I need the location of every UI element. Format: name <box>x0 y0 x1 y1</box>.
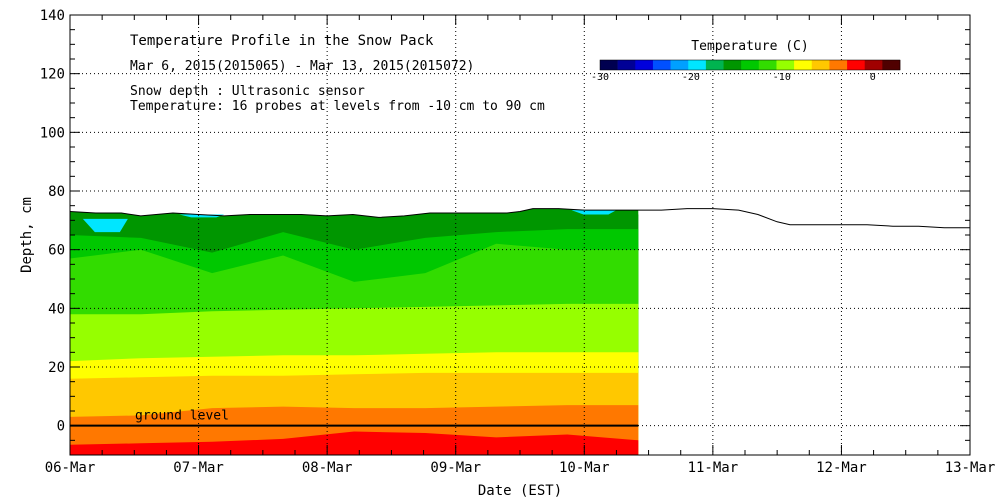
colorbar: -30 -20 -10 0 <box>591 59 901 83</box>
cold-patch-1 <box>82 218 128 233</box>
colorbar-swatch-4 <box>670 60 689 70</box>
note-snow-depth: Snow depth : Ultrasonic sensor <box>130 84 365 99</box>
colorbar-tick-0: 0 <box>870 72 876 83</box>
x-tick-label-09-Mar: 09-Mar <box>430 460 481 476</box>
colorbar-swatch-2 <box>635 60 654 70</box>
colorbar-swatch-0 <box>600 60 618 70</box>
y-tick-label-140: 140 <box>40 8 65 24</box>
y-tick-label-20: 20 <box>48 360 65 376</box>
snow-depth-line <box>69 208 970 229</box>
colorbar-swatch-13 <box>829 60 848 70</box>
grid-lines <box>70 15 970 455</box>
y-axis-label: Depth, cm <box>19 197 35 273</box>
y-tick-label-40: 40 <box>48 301 65 317</box>
ground-level-label: ground level <box>135 409 229 424</box>
ground-level: ground level <box>70 409 639 427</box>
colorbar-swatch-1 <box>617 60 636 70</box>
y-tick-label-80: 80 <box>48 184 65 200</box>
x-tick-label-10-Mar: 10-Mar <box>559 460 610 476</box>
colorbar-title: Temperature (C) <box>691 39 808 54</box>
colorbar-swatch-9 <box>758 60 777 70</box>
x-tick-label-06-Mar: 06-Mar <box>45 460 96 476</box>
y-tick-label-60: 60 <box>48 243 65 259</box>
colorbar-swatch-16 <box>882 60 901 70</box>
y-tick-label-0: 0 <box>57 419 65 435</box>
snow-depth-series <box>69 208 970 229</box>
band-red <box>70 431 639 455</box>
colorbar-swatch-6 <box>705 60 724 70</box>
temperature-field <box>70 208 639 455</box>
colorbar-swatch-5 <box>688 60 707 70</box>
colorbar-frame <box>599 59 901 71</box>
y-tick-label-120: 120 <box>40 67 65 83</box>
x-axis-label: Date (EST) <box>478 483 562 499</box>
colorbar-swatch-11 <box>794 60 813 70</box>
chart-title: Temperature Profile in the Snow Pack <box>130 33 434 49</box>
colorbar-swatch-12 <box>811 60 830 70</box>
cold-patch-3 <box>571 210 617 215</box>
x-tick-label-12-Mar: 12-Mar <box>816 460 867 476</box>
note-temperature-probes: Temperature: 16 probes at levels from -1… <box>130 99 545 114</box>
tick-labels: 06-Mar 07-Mar 08-Mar 09-Mar 10-Mar 11-Mar 12-M… <box>40 8 996 476</box>
colorbar-tick--30: -30 <box>591 72 609 83</box>
colorbar-swatch-14 <box>847 60 866 70</box>
y-tick-label-100: 100 <box>40 125 65 141</box>
x-tick-label-08-Mar: 08-Mar <box>302 460 353 476</box>
colorbar-swatch-8 <box>741 60 760 70</box>
colorbar-swatch-7 <box>723 60 742 70</box>
chart-subtitle: Mar 6, 2015(2015065) - Mar 13, 2015(2015… <box>130 59 474 74</box>
colorbar-swatch-15 <box>864 60 883 70</box>
axis-ticks <box>69 14 971 456</box>
x-tick-label-11-Mar: 11-Mar <box>688 460 739 476</box>
x-tick-label-13-Mar: 13-Mar <box>945 460 996 476</box>
colorbar-swatch-3 <box>652 60 671 70</box>
colorbar-tick--10: -10 <box>773 72 791 83</box>
colorbar-tick--20: -20 <box>682 72 700 83</box>
x-tick-label-07-Mar: 07-Mar <box>173 460 224 476</box>
colorbar-swatch-10 <box>776 60 795 70</box>
